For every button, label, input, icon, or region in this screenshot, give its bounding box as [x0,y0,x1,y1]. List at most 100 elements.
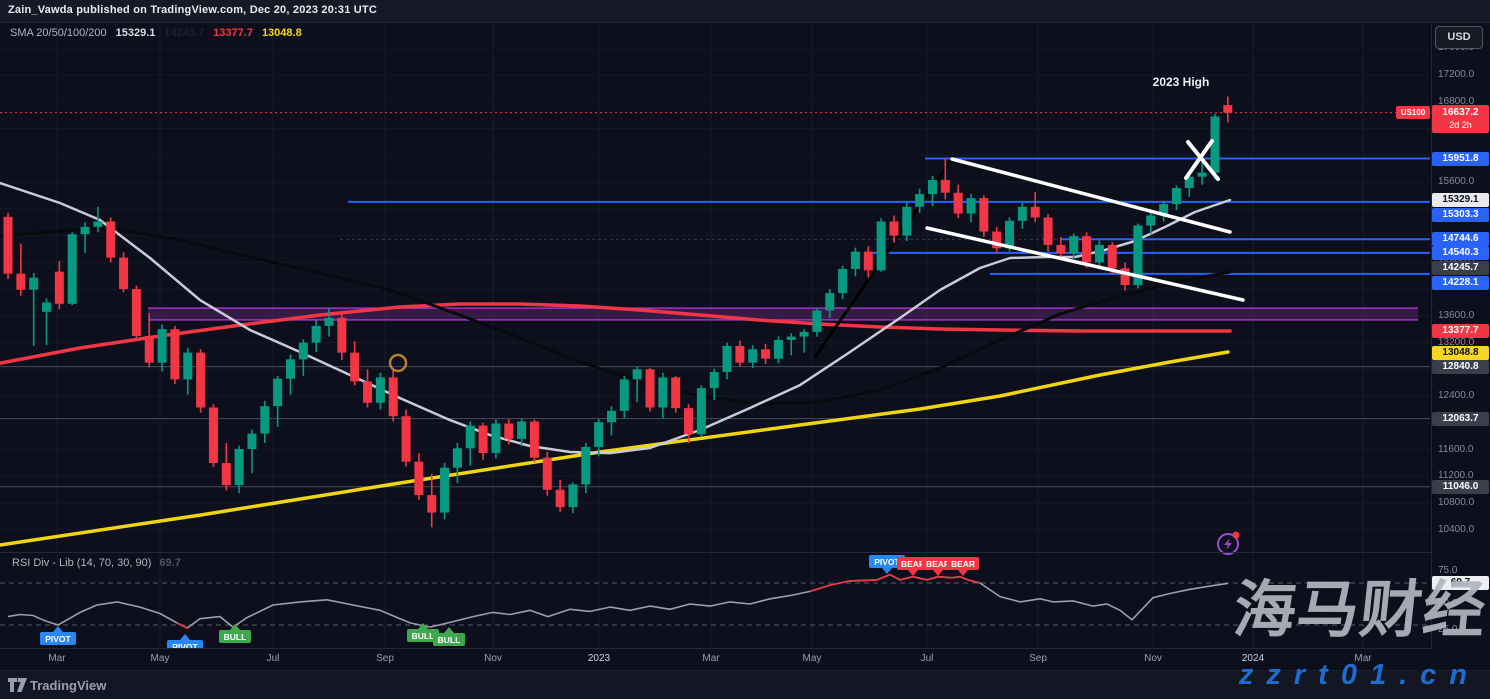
candle-body [812,310,822,332]
rsi-value-box: 69.7 [1432,576,1489,590]
candle-body [67,234,77,304]
price-tick-label: 15600.0 [1438,176,1475,187]
candle-body [221,463,231,486]
candle-body [54,271,64,304]
time-axis-label[interactable]: Mar [48,653,66,664]
bull-pin[interactable]: BULL [433,627,465,646]
supply-zone[interactable] [148,308,1418,320]
rsi-line[interactable] [7,573,1229,629]
bear-pin[interactable]: BEAR [922,557,954,576]
sma-legend-value: 13377.7 [213,27,253,39]
time-axis[interactable] [0,649,1432,670]
candle-body [1005,220,1015,249]
candle-body [452,448,462,468]
price-tick-label: 17200.0 [1438,69,1475,80]
breakout-x-mark[interactable] [1184,139,1214,180]
currency-toggle-button[interactable]: USD [1435,26,1483,49]
breakout-x-mark[interactable] [1186,140,1220,181]
last-price-value: 16637.2 [1442,107,1479,118]
candle-body [542,457,552,490]
pin-box [407,629,439,642]
price-tick-label: 10400.0 [1438,524,1475,535]
candle-body [208,407,218,464]
candle-body [606,410,616,423]
pin-tip [908,570,918,576]
rsi-tick-label: 25.0 [1438,624,1458,635]
time-axis-label[interactable]: Jul [266,653,280,664]
time-axis-label[interactable]: Mar [702,653,720,664]
sma50-line[interactable] [0,226,1232,406]
pin-label: PIVOT [172,642,198,652]
candle-body [93,221,103,227]
price-axis-separator[interactable] [1431,22,1432,648]
time-axis-label[interactable]: Nov [484,653,502,664]
pin-tip [882,568,892,574]
pin-label: PIVOT [45,634,71,644]
time-axis-label[interactable]: Sep [1029,653,1047,664]
time-axis-label[interactable]: Nov [1144,653,1162,664]
sma-legend-value: 13048.8 [261,27,302,39]
candle-body [298,342,308,360]
pin-label: PIVOT [874,557,900,567]
bear-pin[interactable]: BEAR [897,557,929,576]
sma200-line[interactable] [0,350,1230,547]
bull-pin[interactable]: BULL [407,623,439,642]
candlestick-series[interactable] [3,96,1233,528]
candle-body [684,408,694,435]
pin-tip [418,623,428,629]
candle-body [1197,172,1207,177]
time-axis-label[interactable]: May [802,653,822,664]
candle-body [1210,116,1220,173]
circle-annotation[interactable] [388,353,408,373]
candle-body [196,352,206,408]
pivot-pin[interactable]: PIVOT [869,555,905,574]
candle-body [517,421,527,439]
price-level-box: 12840.8 [1432,360,1489,374]
price-level-box: 12063.7 [1432,412,1489,426]
pin-box [947,557,979,570]
candle-body [1120,268,1130,286]
bull-pin[interactable]: BULL [219,624,251,643]
candle-body [594,422,604,447]
time-axis-label[interactable]: May [150,653,170,664]
pin-tip [444,627,454,633]
candle-body [363,381,373,403]
bear-pin[interactable]: BEAR [947,557,979,576]
tradingview-brand-text[interactable]: TradingView [30,678,107,693]
candle-body [773,339,783,359]
time-axis-label[interactable]: Jul [920,653,934,664]
spark-icon[interactable] [1217,533,1239,555]
time-axis-label[interactable]: 2024 [1241,653,1265,664]
high-annotation[interactable]: 2023 High [1152,75,1210,89]
candle-body [709,372,719,389]
symbol-tag: US100 [1396,106,1430,119]
descending-channel-line[interactable] [925,226,1245,302]
pivot-pin[interactable]: PIVOT [40,626,76,645]
time-axis-label[interactable]: Sep [376,653,394,664]
sma20-line[interactable] [0,181,1232,455]
candle-body [748,349,758,363]
price-tick-label: 11600.0 [1438,444,1474,455]
candle-body [671,377,681,409]
price-tick-label: 11200.0 [1438,470,1474,481]
pin-tip [53,626,63,632]
tradingview-logo-icon[interactable] [8,677,28,693]
time-axis-label[interactable]: 2023 [587,653,611,664]
candle-body [645,369,655,408]
descending-channel-line[interactable] [950,157,1232,234]
publish-text: Zain_Vawda published on TradingView.com,… [8,4,377,16]
candle-body [42,302,52,312]
sma-legend[interactable]: SMA 20/50/100/200 15329.1 14245.7 13377.7 13… [10,27,302,39]
pin-label: BULL [438,635,461,645]
candle-body [183,352,193,380]
candle-body [247,433,257,449]
rsi-indicator-legend[interactable]: RSI Div - Lib (14, 70, 30, 90) 69.7 [12,557,181,569]
price-level-box: 15329.1 [1432,193,1489,207]
candle-body [234,448,244,486]
price-level-box: 14744.6 [1432,232,1489,246]
candle-body [696,388,706,435]
pane-separator[interactable] [0,552,1432,553]
time-axis-label[interactable]: Mar [1354,653,1372,664]
pin-label: BULL [412,631,435,641]
